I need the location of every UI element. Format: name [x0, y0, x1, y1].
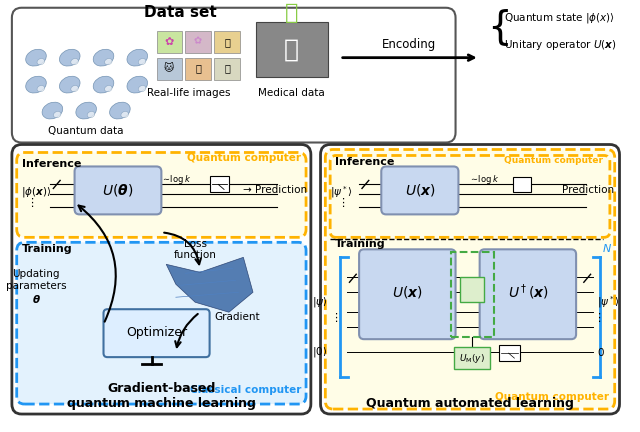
Ellipse shape	[93, 76, 114, 93]
Text: ✿: ✿	[164, 37, 174, 47]
Text: $\vdots$: $\vdots$	[593, 311, 602, 324]
Ellipse shape	[138, 58, 146, 65]
Text: $U^\dagger(\boldsymbol{x})$: $U^\dagger(\boldsymbol{x})$	[508, 283, 548, 302]
Ellipse shape	[37, 86, 45, 92]
Text: Inference: Inference	[335, 158, 394, 168]
FancyBboxPatch shape	[157, 31, 182, 53]
FancyBboxPatch shape	[479, 249, 576, 339]
Text: → Prediction: → Prediction	[243, 185, 307, 195]
Text: Prediction: Prediction	[562, 185, 614, 195]
FancyBboxPatch shape	[186, 31, 211, 53]
Text: Gradient-based
quantum machine learning: Gradient-based quantum machine learning	[67, 382, 256, 410]
Text: $0$: $0$	[597, 346, 605, 358]
Ellipse shape	[60, 49, 80, 66]
Text: $N$: $N$	[602, 242, 612, 254]
FancyBboxPatch shape	[210, 176, 229, 192]
Text: Training: Training	[22, 245, 72, 254]
Text: Quantum automated learning: Quantum automated learning	[366, 397, 574, 410]
FancyBboxPatch shape	[157, 57, 182, 79]
FancyBboxPatch shape	[256, 22, 328, 76]
Text: $|\phi(\boldsymbol{x})\rangle$: $|\phi(\boldsymbol{x})\rangle$	[20, 185, 51, 200]
FancyBboxPatch shape	[75, 166, 161, 214]
Text: Gradient: Gradient	[214, 312, 260, 322]
Ellipse shape	[127, 49, 148, 66]
Ellipse shape	[37, 58, 45, 65]
FancyBboxPatch shape	[454, 347, 490, 369]
Text: Loss
function: Loss function	[173, 239, 216, 260]
Text: Quantum computer: Quantum computer	[504, 156, 603, 165]
Text: 🐈: 🐈	[224, 64, 230, 73]
Ellipse shape	[109, 102, 130, 119]
Ellipse shape	[71, 86, 78, 92]
Text: $U_{\mathrm{M}}(y)$: $U_{\mathrm{M}}(y)$	[459, 352, 485, 365]
Text: $|\psi\rangle$: $|\psi\rangle$	[312, 295, 327, 309]
Text: Unitary operator $U(\boldsymbol{x})$: Unitary operator $U(\boldsymbol{x})$	[504, 38, 616, 52]
FancyBboxPatch shape	[330, 156, 610, 237]
Ellipse shape	[127, 76, 148, 93]
Text: 🧠: 🧠	[284, 38, 299, 62]
Text: 🐱: 🐱	[164, 64, 174, 73]
Text: Training: Training	[335, 239, 386, 249]
FancyBboxPatch shape	[186, 57, 211, 79]
Text: Data set: Data set	[144, 5, 217, 20]
Ellipse shape	[26, 49, 46, 66]
Ellipse shape	[93, 49, 114, 66]
FancyBboxPatch shape	[214, 31, 239, 53]
Text: $U(\boldsymbol{x})$: $U(\boldsymbol{x})$	[392, 284, 422, 300]
FancyBboxPatch shape	[12, 8, 456, 143]
Text: $|\psi^*\rangle$: $|\psi^*\rangle$	[597, 294, 620, 310]
Text: $U(\boldsymbol{x})$: $U(\boldsymbol{x})$	[404, 182, 435, 198]
Text: Inference: Inference	[22, 159, 81, 169]
Text: Quantum computer: Quantum computer	[495, 392, 609, 402]
Ellipse shape	[26, 76, 46, 93]
FancyBboxPatch shape	[17, 242, 306, 404]
Text: $\vdots$: $\vdots$	[26, 196, 35, 209]
FancyBboxPatch shape	[499, 345, 520, 361]
Text: $\vdots$: $\vdots$	[337, 196, 345, 209]
Text: $U(\boldsymbol{\theta})$: $U(\boldsymbol{\theta})$	[102, 182, 134, 198]
Text: Quantum computer: Quantum computer	[188, 153, 301, 163]
FancyBboxPatch shape	[321, 145, 620, 414]
Text: Optimizer: Optimizer	[126, 326, 187, 339]
Text: 🧬: 🧬	[285, 3, 298, 23]
Text: $\{$: $\{$	[488, 7, 509, 48]
FancyBboxPatch shape	[381, 166, 458, 214]
Text: $\sim\!\log k$: $\sim\!\log k$	[161, 173, 191, 186]
Text: Classical computer: Classical computer	[190, 385, 301, 395]
Text: Quantum data: Quantum data	[49, 126, 124, 136]
Ellipse shape	[104, 86, 112, 92]
FancyBboxPatch shape	[359, 249, 456, 339]
FancyBboxPatch shape	[104, 309, 210, 357]
Ellipse shape	[121, 111, 129, 118]
Ellipse shape	[87, 111, 95, 118]
Ellipse shape	[60, 76, 80, 93]
Text: Encoding: Encoding	[382, 38, 436, 51]
Ellipse shape	[42, 102, 63, 119]
Text: 🐕: 🐕	[195, 64, 201, 73]
Text: Real-life images: Real-life images	[147, 88, 230, 98]
Text: ✿: ✿	[194, 37, 202, 47]
Text: Updating
parameters
$\boldsymbol{\theta}$: Updating parameters $\boldsymbol{\theta}…	[6, 270, 67, 305]
Text: $|\psi^*\rangle$: $|\psi^*\rangle$	[330, 184, 353, 200]
Polygon shape	[166, 257, 253, 312]
FancyBboxPatch shape	[214, 57, 239, 79]
Ellipse shape	[71, 58, 78, 65]
Text: Medical data: Medical data	[258, 88, 325, 98]
FancyBboxPatch shape	[12, 145, 311, 414]
FancyBboxPatch shape	[460, 277, 484, 302]
FancyBboxPatch shape	[325, 149, 614, 409]
Text: $\sim\!\log k$: $\sim\!\log k$	[469, 173, 500, 186]
Ellipse shape	[54, 111, 61, 118]
Text: $|0\rangle$: $|0\rangle$	[312, 345, 327, 359]
Text: Quantum state $|\phi(x)\rangle$: Quantum state $|\phi(x)\rangle$	[504, 11, 615, 25]
FancyBboxPatch shape	[17, 152, 306, 237]
Ellipse shape	[104, 58, 112, 65]
Ellipse shape	[138, 86, 146, 92]
Ellipse shape	[76, 102, 97, 119]
FancyBboxPatch shape	[513, 178, 531, 192]
Text: 🌿: 🌿	[224, 37, 230, 47]
Text: $\vdots$: $\vdots$	[330, 311, 339, 324]
